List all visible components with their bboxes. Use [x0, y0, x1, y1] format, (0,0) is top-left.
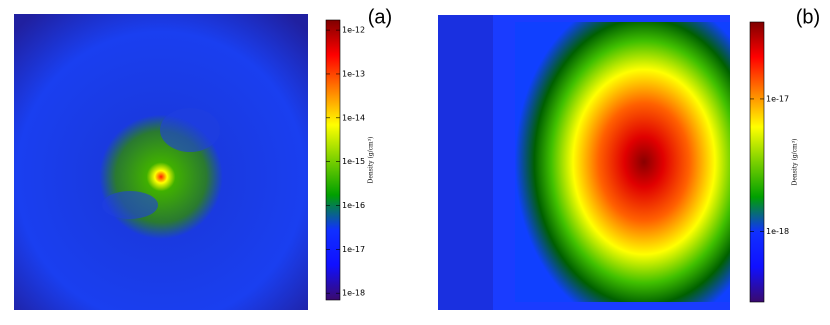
tick-label: 1e-12 — [342, 26, 365, 35]
shell — [160, 108, 220, 152]
tick-label: 1e-17 — [342, 245, 365, 254]
tick-label: 1e-18 — [766, 227, 789, 236]
colorbar-scale — [325, 19, 341, 301]
tick-label: 1e-16 — [342, 201, 365, 210]
colorbar-scale — [749, 21, 765, 303]
panel-label: (a) — [368, 6, 392, 28]
tick-label: 1e-18 — [342, 289, 365, 298]
density-map — [14, 14, 308, 310]
image-a — [14, 14, 308, 310]
panel-label: (b) — [796, 6, 820, 28]
edge — [438, 15, 493, 310]
image-b — [438, 15, 730, 310]
shell — [102, 191, 158, 219]
colorbar: 1e-18 1e-17 1e-16 1e-15 1e-14 1e-13 1e-12 Densi… — [325, 19, 375, 301]
density-map — [515, 22, 730, 302]
tick-label: 1e-17 — [766, 94, 789, 103]
tick-label: 1e-13 — [342, 69, 365, 78]
colorbar-label: Density (g/cm³) — [368, 137, 375, 184]
tick-label: 1e-15 — [342, 157, 365, 166]
colorbar: 1e-18 1e-17 Density (g/cm³) — [749, 21, 799, 303]
tick-label: 1e-14 — [342, 113, 365, 122]
colorbar-label: Density (g/cm³) — [792, 139, 799, 186]
